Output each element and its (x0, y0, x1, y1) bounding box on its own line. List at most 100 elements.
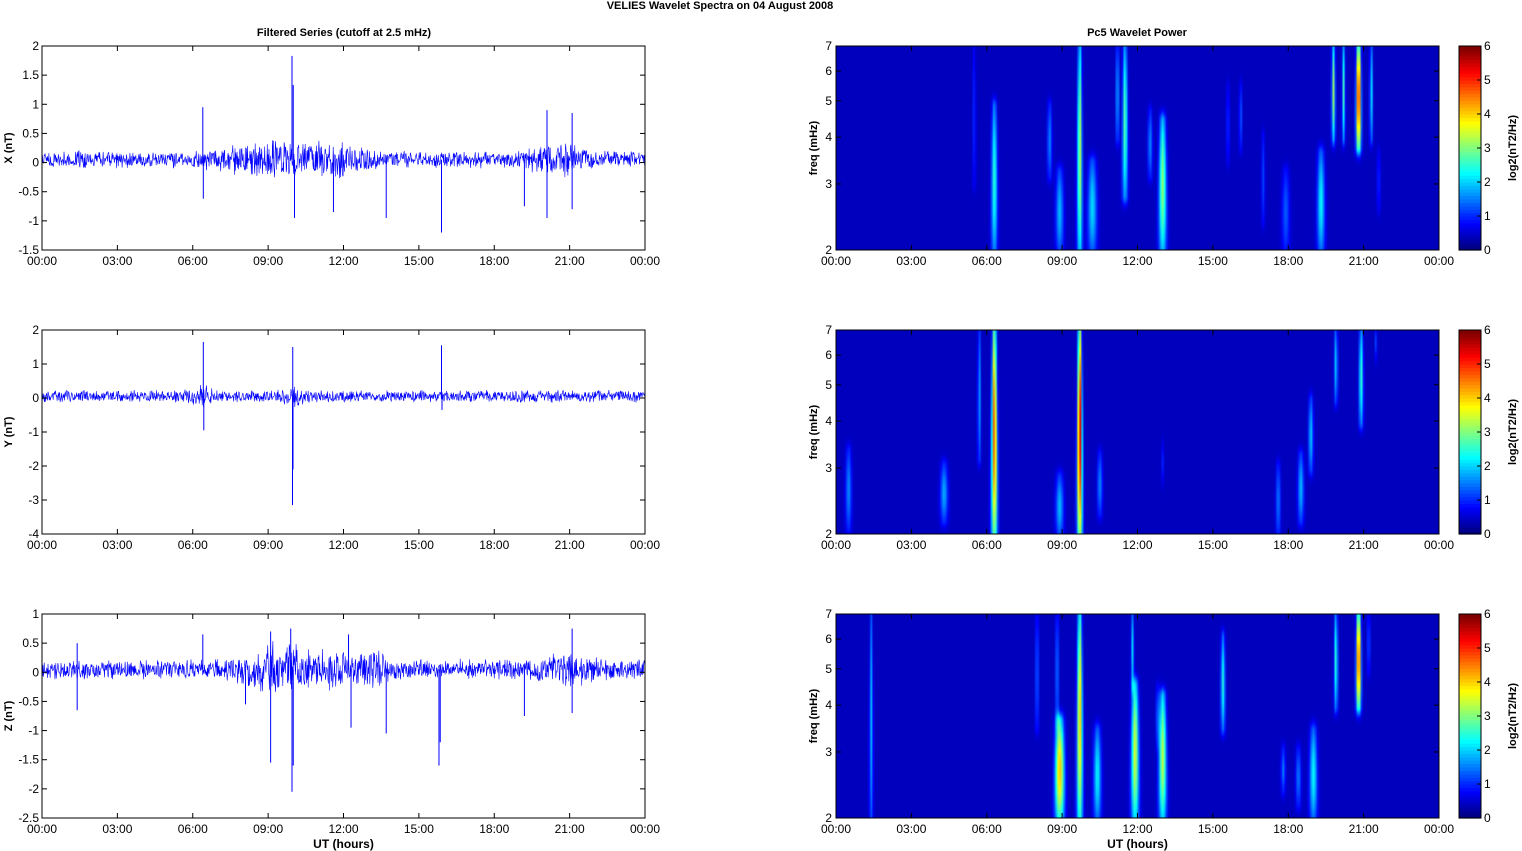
colorbar-swatch (1459, 233, 1481, 237)
colorbar-swatch (1459, 52, 1481, 57)
wavelet-x-tick-label: 21:00 (1349, 822, 1379, 836)
colorbar-swatch (1459, 425, 1481, 430)
y-tick-label: 2 (32, 323, 39, 337)
colorbar-tick-label: 3 (1484, 425, 1491, 439)
colorbar-swatch (1459, 360, 1481, 365)
colorbar-swatch (1459, 746, 1481, 751)
colorbar-swatch (1459, 90, 1481, 95)
colorbar-swatch (1459, 763, 1481, 768)
colorbar-swatch (1459, 148, 1481, 152)
colorbar-swatch (1459, 171, 1481, 176)
colorbar-swatch (1459, 117, 1481, 122)
colorbar-swatch (1459, 506, 1481, 511)
colorbar-swatch (1459, 449, 1481, 453)
wavelet-x-tick-label: 00:00 (821, 822, 851, 836)
series-trace (41, 384, 646, 408)
colorbar-swatch (1459, 750, 1481, 754)
colorbar-swatch (1459, 131, 1481, 135)
series-x-tick-label: 06:00 (178, 538, 208, 552)
series-x-tick-label: 12:00 (328, 822, 358, 836)
y-axis-label: freq (mHz) (808, 688, 820, 743)
wavelet-x-tick-label: 18:00 (1273, 822, 1303, 836)
y-tick-label: 5 (825, 378, 832, 392)
series-x-tick-label: 09:00 (253, 538, 283, 552)
colorbar-swatch (1459, 404, 1481, 409)
colorbar-swatch (1459, 212, 1481, 217)
wavelet-x-tick-label: 00:00 (1424, 538, 1454, 552)
wavelet-x-tick-label: 00:00 (1424, 254, 1454, 268)
colorbar-swatch (1459, 641, 1481, 646)
series-x-tick-label: 15:00 (404, 538, 434, 552)
colorbar-swatch (1459, 489, 1481, 494)
series-trace (41, 641, 646, 693)
y-tick-label: -1.5 (18, 753, 39, 767)
colorbar-swatch (1459, 343, 1481, 348)
colorbar-swatch (1459, 658, 1481, 663)
colorbar-swatch (1459, 811, 1481, 816)
colorbar-swatch (1459, 243, 1481, 248)
colorbar-swatch (1459, 767, 1481, 771)
colorbar-swatch (1459, 144, 1481, 149)
colorbar-swatch (1459, 124, 1481, 129)
y-tick-label: 2 (825, 243, 832, 257)
colorbar-swatch (1459, 421, 1481, 426)
y-tick-label: -4 (28, 527, 39, 541)
y-tick-label: -0.5 (18, 694, 39, 708)
colorbar-swatch (1459, 743, 1481, 748)
colorbar-swatch (1459, 631, 1481, 635)
colorbar-swatch (1459, 705, 1481, 710)
colorbar-swatch (1459, 141, 1481, 146)
colorbar-swatch (1459, 780, 1481, 785)
colorbar-swatch (1459, 93, 1481, 98)
series-x-tick-label: 18:00 (479, 254, 509, 268)
colorbar-swatch (1459, 377, 1481, 382)
colorbar-swatch (1459, 168, 1481, 173)
colorbar-tick-label: 2 (1484, 459, 1491, 473)
colorbar-swatch (1459, 100, 1481, 105)
colorbar-swatch (1459, 627, 1481, 632)
series-x-tick-label: 00:00 (27, 822, 57, 836)
colorbar-tick-label: 3 (1484, 141, 1491, 155)
wavelet-panel-2: 2 3 4 5 6 7 00:00 03:00 06:00 09:00 12:00 15:00 18:0… (808, 607, 1519, 851)
colorbar-swatch (1459, 455, 1481, 460)
colorbar-swatch (1459, 134, 1481, 139)
wavelet-heatmap (836, 46, 1439, 250)
series-x-tick-label: 12:00 (328, 538, 358, 552)
y-tick-label: 4 (825, 130, 832, 144)
colorbar-tick-label: 2 (1484, 743, 1491, 757)
series-x-tick-label: 15:00 (404, 822, 434, 836)
colorbar-swatch (1459, 432, 1481, 436)
colorbar-swatch (1459, 517, 1481, 521)
wavelet-x-tick-label: 00:00 (821, 538, 851, 552)
colorbar-tick-label: 5 (1484, 73, 1491, 87)
colorbar-tick-label: 0 (1484, 811, 1491, 825)
colorbar-swatch (1459, 364, 1481, 368)
y-tick-label: 0 (32, 391, 39, 405)
wavelet-x-tick-label: 00:00 (1424, 822, 1454, 836)
colorbar-swatch (1459, 804, 1481, 809)
colorbar: 0 1 2 3 4 5 6 log2(nT2/Hz) (1458, 607, 1519, 825)
colorbar-swatch (1459, 46, 1481, 50)
colorbar-swatch (1459, 151, 1481, 156)
wavelet-x-tick-label: 03:00 (896, 538, 926, 552)
colorbar-tick-label: 2 (1484, 175, 1491, 189)
colorbar-swatch (1459, 165, 1481, 169)
wavelet-x-tick-label: 12:00 (1122, 822, 1152, 836)
colorbar-tick-label: 3 (1484, 709, 1491, 723)
colorbar-swatch (1459, 347, 1481, 351)
series-x-tick-label: 06:00 (178, 254, 208, 268)
y-axis-label: freq (mHz) (808, 404, 820, 459)
colorbar-swatch (1459, 814, 1481, 819)
colorbar-tick-label: 4 (1484, 391, 1491, 405)
wavelet-x-tick-label: 06:00 (972, 254, 1002, 268)
colorbar-swatch (1459, 624, 1481, 629)
colorbar-swatch (1459, 784, 1481, 788)
colorbar-swatch (1459, 476, 1481, 481)
colorbar-swatch (1459, 103, 1481, 108)
x-axis-label: UT (hours) (1107, 837, 1168, 851)
colorbar-swatch (1459, 336, 1481, 341)
y-tick-label: 7 (825, 39, 832, 53)
plot-area (42, 614, 645, 818)
wavelet-x-tick-label: 12:00 (1122, 538, 1152, 552)
colorbar-tick-label: 1 (1484, 493, 1491, 507)
